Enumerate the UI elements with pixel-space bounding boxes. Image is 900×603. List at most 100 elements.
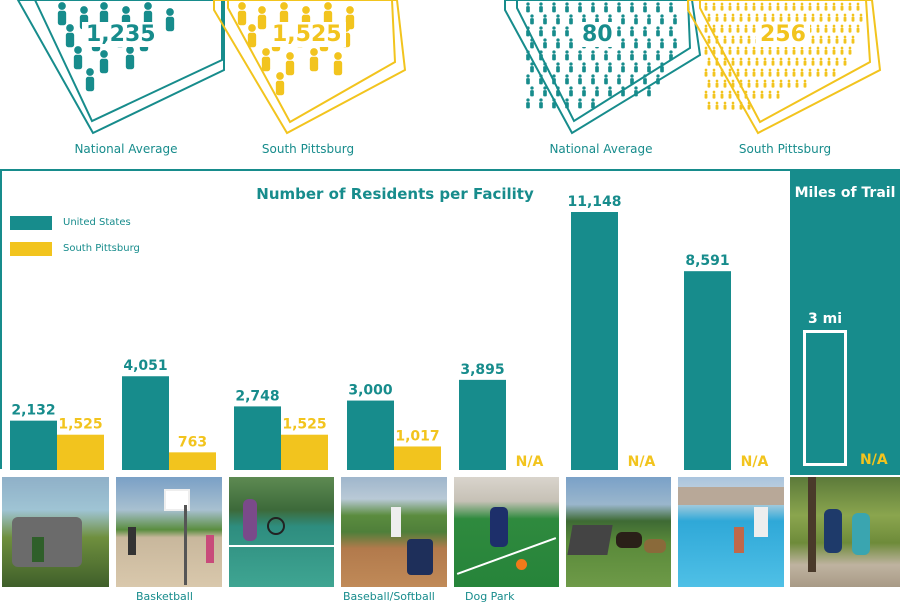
person-icon [279, 2, 289, 26]
person-icon [792, 68, 796, 77]
person-icon [848, 46, 852, 55]
person-icon [707, 101, 711, 110]
person-icon [704, 90, 708, 99]
person-icon [720, 90, 724, 99]
person-icon [776, 46, 780, 55]
person-icon [843, 13, 847, 22]
person-icon [617, 74, 621, 85]
person-icon [819, 57, 823, 66]
stat-south-pittsburg-right: 256 [756, 22, 810, 47]
person-icon [647, 62, 651, 73]
person-icon [582, 86, 586, 97]
data-label-south-pittsburg-1: 763 [178, 434, 207, 450]
person-icon [747, 35, 751, 44]
person-icon [73, 46, 83, 70]
person-icon [57, 2, 67, 26]
data-label-united-states-6: 8,591 [685, 253, 729, 269]
person-icon [835, 13, 839, 22]
person-icon [656, 26, 660, 37]
person-icon [712, 68, 716, 77]
person-icon [816, 24, 820, 33]
person-icon [673, 14, 677, 25]
legend-label-south-pittsburg: South Pittsburg [63, 243, 140, 254]
person-icon [617, 2, 621, 13]
person-icon [803, 13, 807, 22]
person-icon [768, 46, 772, 55]
person-icon [731, 79, 735, 88]
person-icon [704, 2, 708, 11]
person-icon [247, 24, 257, 48]
person-icon [715, 57, 719, 66]
person-icon [763, 57, 767, 66]
trail-value-label: 3 mi [808, 311, 843, 327]
person-icon [715, 13, 719, 22]
person-icon [768, 90, 772, 99]
person-icon [660, 38, 664, 49]
person-icon [591, 74, 595, 85]
person-icon [526, 50, 530, 61]
person-icon [720, 24, 724, 33]
south-pittsburg-diamond-left [213, 0, 407, 135]
person-icon [539, 50, 543, 61]
person-icon [565, 74, 569, 85]
person-icon [728, 90, 732, 99]
person-icon [771, 13, 775, 22]
person-icon [556, 62, 560, 73]
person-icon [816, 46, 820, 55]
bar-south-pittsburg-1 [169, 452, 216, 470]
person-icon [752, 90, 756, 99]
person-icon [630, 2, 634, 13]
caption-south-pittsburg-right: South Pittsburg [738, 142, 832, 156]
bar-united-states-4 [459, 379, 506, 470]
stat-national-average-left: 1,235 [82, 22, 160, 47]
person-icon [565, 26, 569, 37]
person-icon [731, 57, 735, 66]
person-icon [530, 38, 534, 49]
person-icon [712, 90, 716, 99]
person-icon [856, 24, 860, 33]
person-icon [776, 2, 780, 11]
person-icon [543, 86, 547, 97]
person-icon [608, 62, 612, 73]
person-icon [808, 68, 812, 77]
person-icon [617, 26, 621, 37]
person-icon [744, 2, 748, 11]
person-icon [779, 57, 783, 66]
person-icon [634, 86, 638, 97]
person-icon [578, 74, 582, 85]
person-icon [755, 79, 759, 88]
data-label-south-pittsburg-4: N/A [516, 454, 544, 470]
caption-national-average-right: National Average [549, 142, 653, 156]
caption-national-average-left: National Average [74, 142, 178, 156]
person-icon [143, 2, 153, 26]
bar-south-pittsburg-2 [281, 434, 328, 470]
person-icon [704, 24, 708, 33]
person-icon [856, 2, 860, 11]
person-icon [835, 35, 839, 44]
data-label-south-pittsburg-5: N/A [628, 454, 656, 470]
person-icon [752, 2, 756, 11]
person-icon [656, 74, 660, 85]
person-icon [768, 68, 772, 77]
photo-baseball [341, 477, 447, 587]
person-icon [630, 74, 634, 85]
person-icon [819, 13, 823, 22]
person-icon [848, 24, 852, 33]
person-icon [744, 46, 748, 55]
person-icon [768, 2, 772, 11]
bar-united-states-0 [10, 420, 57, 470]
person-icon [787, 13, 791, 22]
photo-tennis [229, 477, 334, 587]
person-icon [739, 79, 743, 88]
person-icon [543, 62, 547, 73]
person-icon [673, 38, 677, 49]
person-icon [526, 74, 530, 85]
trail-title: Miles of Trail [794, 185, 896, 201]
person-icon [333, 52, 343, 76]
person-icon [582, 62, 586, 73]
person-icon [800, 2, 804, 11]
person-icon [779, 13, 783, 22]
person-icon [824, 68, 828, 77]
person-icon [591, 2, 595, 13]
person-icon [530, 86, 534, 97]
